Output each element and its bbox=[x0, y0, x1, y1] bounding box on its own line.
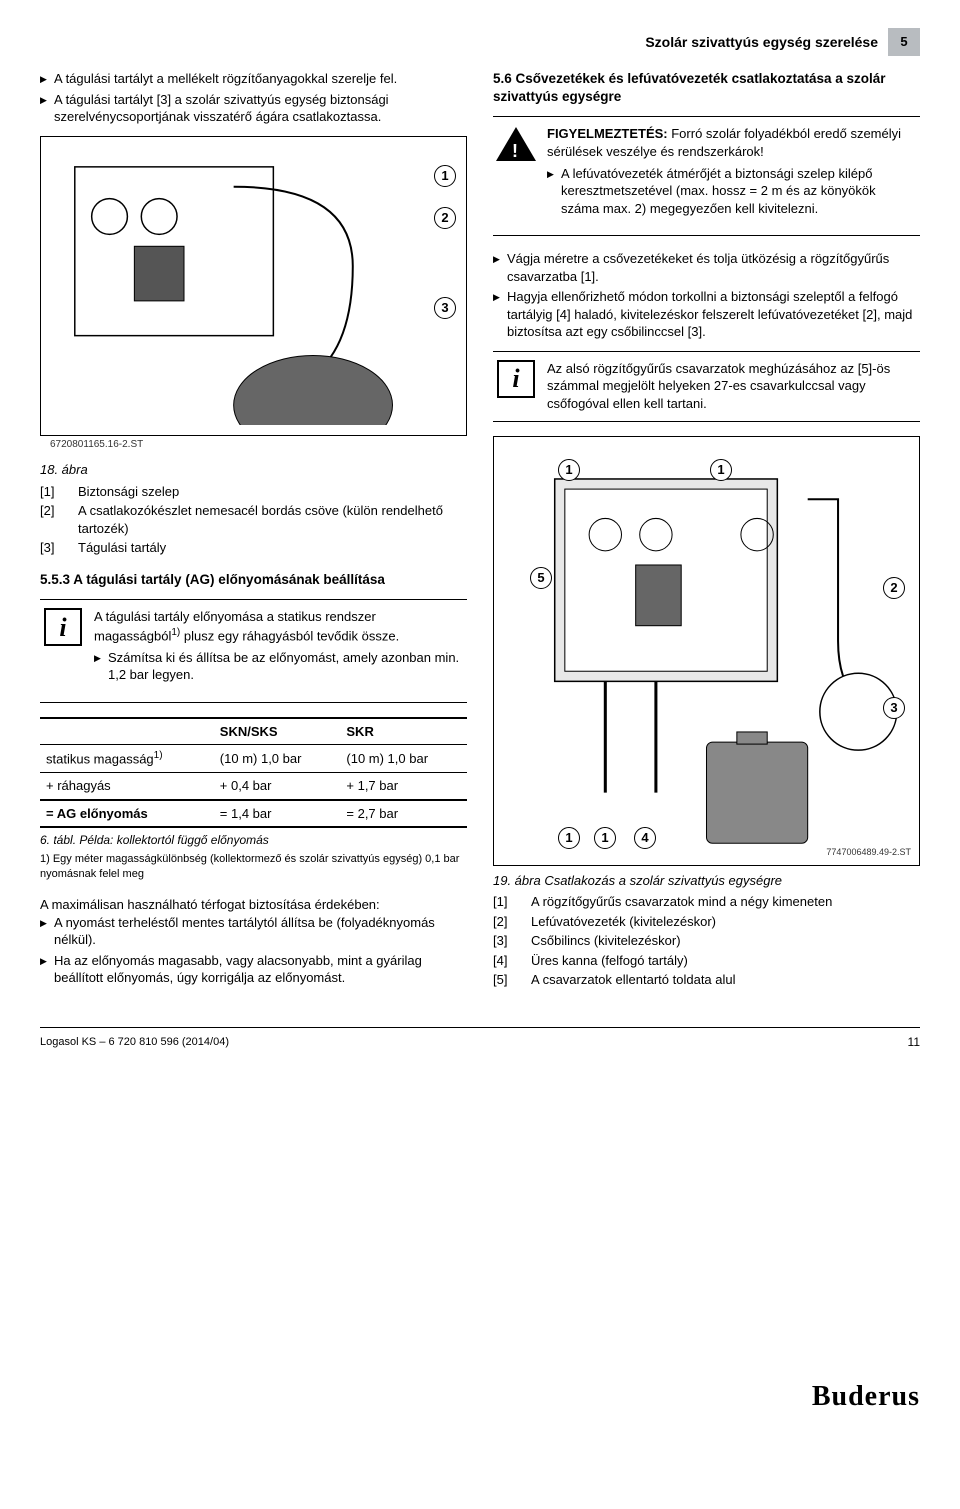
left-column: A tágulási tartályt a mellékelt rögzítőa… bbox=[40, 70, 467, 997]
figure-18-label: 18. ábra bbox=[40, 461, 467, 479]
after-table-intro: A maximálisan használható térfogat bizto… bbox=[40, 896, 467, 914]
callout-3: 3 bbox=[883, 697, 905, 719]
intro-bullets: A tágulási tartályt a mellékelt rögzítőa… bbox=[40, 70, 467, 126]
diagram-illustration bbox=[51, 147, 456, 425]
info-note-553: i A tágulási tartály előnyomása a statik… bbox=[40, 599, 467, 703]
bullet-item: A tágulási tartályt [3] a szolár szivatt… bbox=[40, 91, 467, 126]
right-bullets: Vágja méretre a csővezetékeket és tolja … bbox=[493, 250, 920, 341]
figure-18: 1 2 3 bbox=[40, 136, 467, 436]
bullet-item: Ha az előnyomás magasabb, vagy alacsonya… bbox=[40, 952, 467, 987]
callout-1d: 1 bbox=[594, 827, 616, 849]
callout-1c: 1 bbox=[558, 827, 580, 849]
callout-1b: 1 bbox=[710, 459, 732, 481]
warning-icon bbox=[497, 125, 535, 163]
info-icon: i bbox=[497, 360, 535, 398]
bullet-item: Hagyja ellenőrizhető módon torkollni a b… bbox=[493, 288, 920, 341]
callout-3: 3 bbox=[434, 297, 456, 319]
table-caption: 6. tábl. Példa: kollektortól függő előny… bbox=[40, 832, 467, 848]
after-table-bullets: A nyomást terheléstől mentes tartálytól … bbox=[40, 914, 467, 987]
callout-2: 2 bbox=[434, 207, 456, 229]
callout-5: 5 bbox=[530, 567, 552, 589]
section-5-5-3: 5.5.3 A tágulási tartály (AG) előnyomásá… bbox=[40, 571, 467, 589]
pressure-table: SKN/SKS SKR statikus magasság1) (10 m) 1… bbox=[40, 717, 467, 829]
page-number: 11 bbox=[908, 1034, 920, 1050]
figure-19-legend: [1]A rögzítőgyűrűs csavarzatok mind a né… bbox=[493, 893, 920, 989]
brand-logo: Buderus bbox=[812, 1378, 920, 1416]
figure-19-code: 7747006489.49-2.ST bbox=[826, 846, 911, 858]
header-title: Szolár szivattyús egység szerelése bbox=[645, 33, 878, 52]
figure-code: 6720801165.16-2.ST bbox=[50, 438, 467, 452]
callout-2: 2 bbox=[883, 577, 905, 599]
bullet-item: A tágulási tartályt a mellékelt rögzítőa… bbox=[40, 70, 467, 88]
info-icon: i bbox=[44, 608, 82, 646]
callout-1: 1 bbox=[434, 165, 456, 187]
chapter-chip: 5 bbox=[888, 28, 920, 56]
table-footnote: 1) Egy méter magasságkülönbség (kollekto… bbox=[40, 852, 467, 882]
callout-1a: 1 bbox=[558, 459, 580, 481]
page-footer: Logasol KS – 6 720 810 596 (2014/04) 11 bbox=[40, 1027, 920, 1050]
callout-4: 4 bbox=[634, 827, 656, 849]
section-5-6: 5.6 Csővezetékek és lefúvatóvezeték csat… bbox=[493, 70, 920, 106]
bullet-item: A lefúvatóvezeték átmérőjét a biztonsági… bbox=[547, 165, 916, 218]
figure-18-legend: [1]Biztonsági szelep [2]A csatlakozókész… bbox=[40, 483, 467, 557]
bullet-item: Számítsa ki és állítsa be az előnyomást,… bbox=[94, 649, 463, 684]
page-header: Szolár szivattyús egység szerelése 5 bbox=[40, 28, 920, 56]
footer-doc-id: Logasol KS – 6 720 810 596 (2014/04) bbox=[40, 1035, 229, 1050]
figure-19-label: 19. ábra Csatlakozás a szolár szivattyús… bbox=[493, 872, 920, 890]
right-column: 5.6 Csővezetékek és lefúvatóvezeték csat… bbox=[493, 70, 920, 997]
bullet-item: Vágja méretre a csővezetékeket és tolja … bbox=[493, 250, 920, 285]
figure-19: 1 1 2 3 5 1 1 4 7747006489.49-2.ST bbox=[493, 436, 920, 866]
info-note-right: i Az alsó rögzítőgyűrűs csavarzatok megh… bbox=[493, 351, 920, 422]
warning-note: FIGYELMEZTETÉS: Forró szolár folyadékból… bbox=[493, 116, 920, 236]
bullet-item: A nyomást terheléstől mentes tartálytól … bbox=[40, 914, 467, 949]
